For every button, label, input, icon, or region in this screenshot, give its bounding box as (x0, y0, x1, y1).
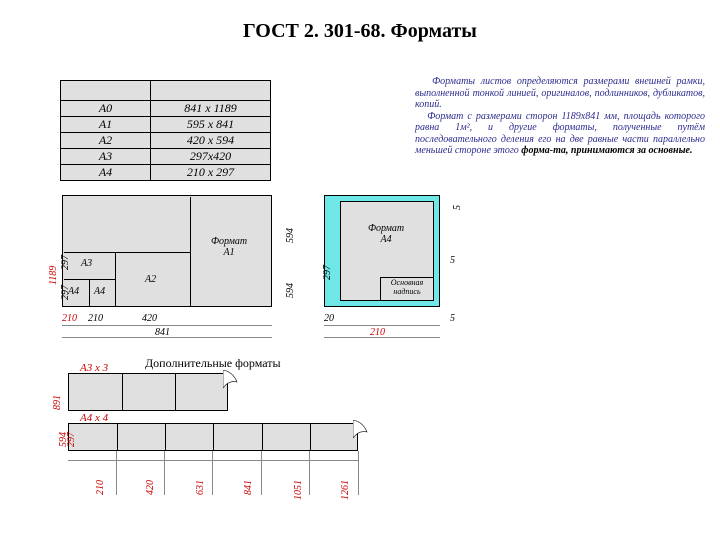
a3x3-row (68, 373, 228, 411)
dim-841: 841 (243, 480, 254, 495)
dim-420: 420 (142, 313, 157, 324)
description-text: Форматы листов определяются размерами вн… (415, 76, 705, 157)
cell: 841 х 1189 (151, 101, 271, 117)
cell: А3 (61, 149, 151, 165)
dim-297: 297 (66, 432, 77, 447)
dim-631: 631 (195, 480, 206, 495)
cell (61, 81, 151, 101)
dim-594: 594 (285, 228, 296, 243)
dim-210: 210 (88, 313, 103, 324)
page-curl-icon (353, 420, 371, 440)
dim-297: 297 (60, 255, 71, 270)
a0-rect: Формат А1 А2 А3 А4 А4 (62, 195, 272, 307)
diagram-a0-subdivision: Формат А1 А2 А3 А4 А4 1189 297 297 594 5… (40, 195, 290, 345)
dim-line (309, 451, 310, 495)
dim-5: 5 (450, 255, 455, 266)
table-row: А3297х420 (61, 149, 271, 165)
dim-1261: 1261 (340, 480, 351, 500)
seg (262, 424, 263, 450)
dim-20: 20 (324, 313, 334, 324)
a2-label: А2 (145, 274, 156, 285)
cell: А1 (61, 117, 151, 133)
a4x4-row (68, 423, 358, 451)
cell: А2 (61, 133, 151, 149)
a1-label: Формат А1 (211, 236, 247, 258)
dim-line (324, 337, 440, 338)
table-row: А4210 х 297 (61, 165, 271, 181)
dim-210: 210 (95, 480, 106, 495)
page-title: ГОСТ 2. 301-68. Форматы (0, 0, 720, 43)
dim-5: 5 (452, 205, 463, 210)
table-row (61, 81, 271, 101)
cell: 595 х 841 (151, 117, 271, 133)
a3x3-label: А3 х 3 (80, 362, 108, 374)
seg (122, 374, 123, 410)
dim-line (116, 451, 117, 495)
a4-label: А4 (94, 286, 105, 297)
dim-line (62, 325, 272, 326)
dim-line (62, 337, 272, 338)
dim-line (164, 451, 165, 495)
diagram-a4-frame: Формат А4 Основная надпись 297 5 20 210 … (310, 195, 470, 345)
dim-line (324, 325, 440, 326)
seg (175, 374, 176, 410)
a4x4-label: А4 х 4 (80, 412, 108, 424)
cell (151, 81, 271, 101)
dim-594: 594 (285, 283, 296, 298)
dim-891: 891 (52, 395, 63, 410)
diagram-extended-formats: А3 х 3 891 А4 х 4 594 297 210 420 631 84… (40, 365, 400, 525)
seg (310, 424, 311, 450)
dim-5: 5 (450, 313, 455, 324)
dim-line (212, 451, 213, 495)
cell: 297х420 (151, 149, 271, 165)
dim-297: 297 (60, 285, 71, 300)
table-row: А1595 х 841 (61, 117, 271, 133)
table-row: А2420 х 594 (61, 133, 271, 149)
seg (165, 424, 166, 450)
title-block: Основная надпись (380, 277, 434, 301)
table-row: А0841 х 1189 (61, 101, 271, 117)
page-curl-icon (223, 370, 241, 390)
cell: А0 (61, 101, 151, 117)
dim-210: 210 (62, 313, 77, 324)
description-p1: Форматы листов определяются размерами вн… (415, 76, 705, 110)
seg (117, 424, 118, 450)
seg (213, 424, 214, 450)
dim-line (68, 460, 358, 461)
cell: 210 х 297 (151, 165, 271, 181)
dim-420: 420 (145, 480, 156, 495)
description-p2-bold: форма-та, принимаются за основные. (521, 145, 692, 156)
a4-title: Формат А4 (368, 223, 404, 245)
dim-297: 297 (322, 265, 333, 280)
formats-table: А0841 х 1189 А1595 х 841 А2420 х 594 А32… (60, 80, 271, 181)
dim-line (358, 451, 359, 495)
dim-1051: 1051 (293, 480, 304, 500)
a3-label: А3 (81, 258, 92, 269)
cell: А4 (61, 165, 151, 181)
dim-1189: 1189 (48, 266, 59, 285)
cell: 420 х 594 (151, 133, 271, 149)
dim-line (261, 451, 262, 495)
